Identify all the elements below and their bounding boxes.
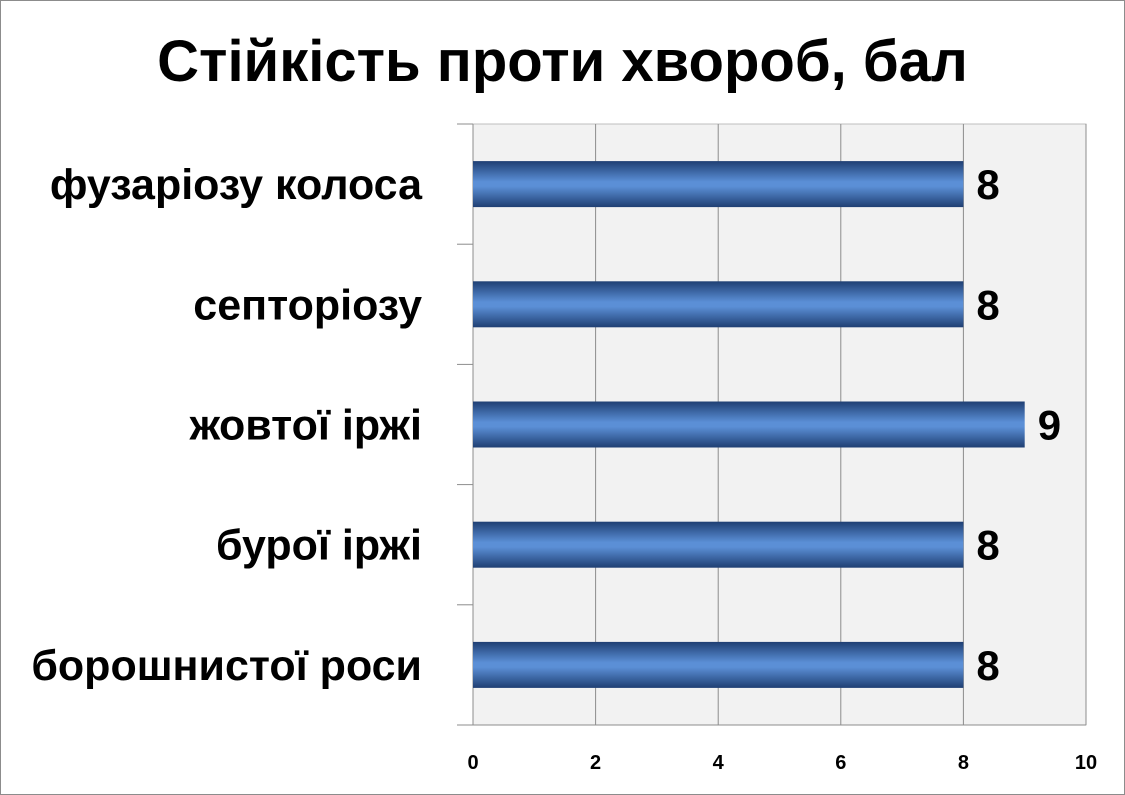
data-label: 8 [976,522,999,569]
bar [473,281,964,328]
category-label: жовтої іржі [189,402,422,450]
data-label: 8 [976,161,999,208]
x-tick-label: 10 [1075,752,1097,774]
bar [473,521,964,568]
x-tick-label: 8 [958,752,969,774]
data-label: 9 [1038,402,1061,449]
data-label: 8 [976,281,999,328]
bar [473,401,1025,448]
x-tick-label: 0 [467,752,478,774]
x-tick-label: 2 [590,752,601,774]
x-tick-label: 4 [713,752,725,774]
chart-title: Стійкість проти хвороб, бал [157,29,968,94]
x-tick-label: 6 [835,752,846,774]
category-label: борошнистої роси [31,642,422,690]
bar [473,161,964,208]
category-label: фузаріозу колоса [50,161,423,209]
category-label: бурої іржі [216,522,422,570]
bar [473,641,964,688]
data-label: 8 [976,642,999,689]
plot-area: 0 2 4 6 8 10 фузаріозу колоса 8 септоріозу 8 жовто… [31,123,1097,774]
category-label: септоріозу [193,281,422,329]
